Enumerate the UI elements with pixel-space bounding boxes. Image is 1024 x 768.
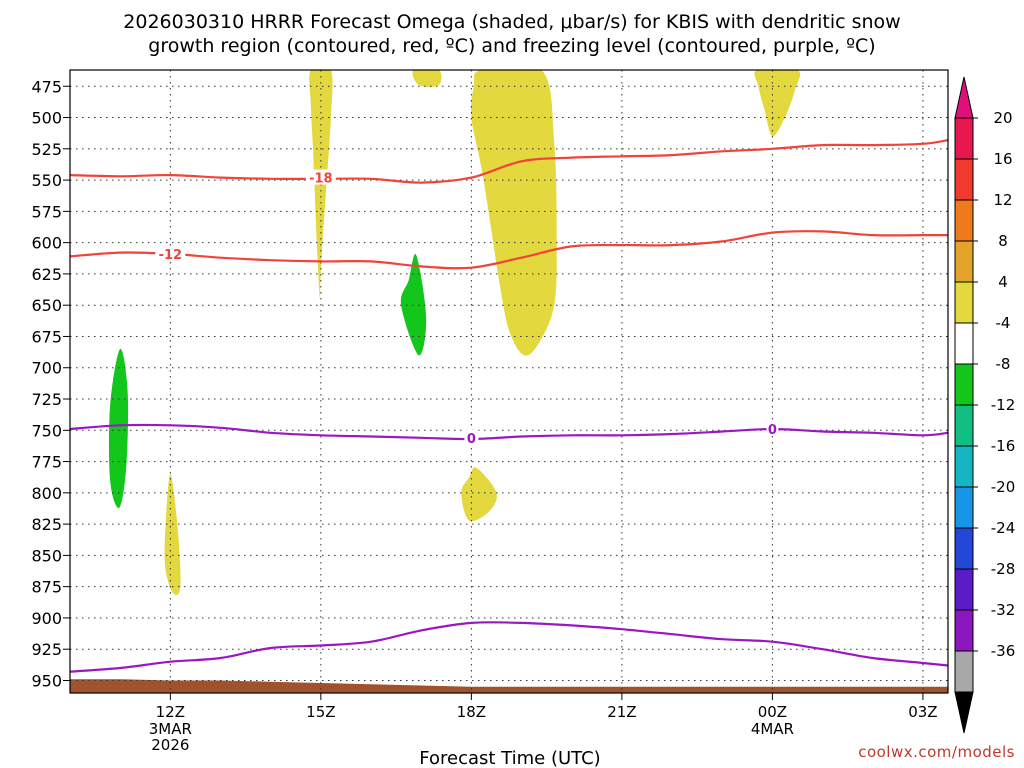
y-tick-label-525: 525 (31, 140, 62, 159)
omega-green-1645z (400, 254, 427, 356)
y-tick-label-675: 675 (31, 327, 62, 346)
colorbar-segment-11 (954, 568, 974, 611)
y-tick-label-925: 925 (31, 640, 62, 659)
colorbar-segment-7 (954, 404, 974, 447)
colorbar: 20 16 12 8 4 -4 -8 -12 -16 -20 -24 -28 -32 -36 (954, 76, 1016, 734)
y-tick-label-725: 725 (31, 390, 62, 409)
colorbar-label-20: 20 (993, 109, 1012, 127)
freezing-lower-line (70, 621, 948, 673)
y-tick-label-625: 625 (31, 265, 62, 284)
freezing-upper-label: 0 (467, 432, 476, 447)
dgz-minus12-label: -12 (159, 248, 183, 263)
y-tick-label-575: 575 (31, 202, 62, 221)
colorbar-top-arrow (954, 76, 974, 119)
y-tick-label-475: 475 (31, 77, 62, 96)
colorbar-label--36: -36 (991, 642, 1016, 660)
x-tick-label-12Z: 12Z (156, 703, 185, 721)
y-tick-label-850: 850 (31, 546, 62, 565)
axes: 475 500 525 550 575 600 625 650 675 700 725 750 775 8… (31, 69, 949, 754)
y-tick-label-900: 900 (31, 609, 62, 628)
y-tick-label-650: 650 (31, 296, 62, 315)
colorbar-label--20: -20 (991, 478, 1016, 496)
colorbar-segment-2 (954, 199, 974, 242)
colorbar-label--16: -16 (991, 437, 1016, 455)
omega-yellow-12z (164, 474, 181, 596)
freezing-upper-label-bg (464, 429, 479, 445)
omega-yellow-18z-lower (461, 467, 497, 522)
colorbar-segment-8 (954, 445, 974, 488)
colorbar-label-12: 12 (993, 191, 1012, 209)
plot-area: -18 -12 0 0 (70, 70, 948, 693)
colorbar-label--24: -24 (991, 519, 1016, 537)
omega-green-11z (108, 348, 129, 509)
x-tick-label-21Z: 21Z (607, 703, 636, 721)
colorbar-label--32: -32 (991, 601, 1016, 619)
colorbar-segment-12 (954, 609, 974, 652)
colorbar-segment-0 (954, 117, 974, 160)
colorbar-segment-13 (954, 650, 974, 693)
credit-text: coolwx.com/models (858, 743, 1015, 761)
plot-inner: -18 -12 0 0 (70, 70, 948, 693)
y-tick-label-950: 950 (31, 671, 62, 690)
chart-title-line-2: growth region (contoured, red, ºC) and f… (148, 35, 875, 57)
y-tick-label-700: 700 (31, 359, 62, 378)
dgz-minus12-label-bg (155, 245, 186, 261)
colorbar-label-4: 4 (998, 273, 1008, 291)
colorbar-label-16: 16 (993, 150, 1012, 168)
x-axis-title: Forecast Time (UTC) (419, 748, 600, 768)
omega-yellow-18z-upper (471, 70, 557, 356)
y-tick-label-500: 500 (31, 109, 62, 128)
x-tick-label-00Z: 00Z (758, 703, 787, 721)
y-tick-label-800: 800 (31, 484, 62, 503)
colorbar-segment-1 (954, 158, 974, 201)
freezing-upper-label-2-bg (766, 421, 779, 437)
x-tick-label-03Z: 03Z (908, 703, 937, 721)
colorbar-label--28: -28 (991, 560, 1016, 578)
plot-frame (69, 69, 949, 694)
colorbar-segment-9 (954, 486, 974, 529)
omega-yellow-00z (754, 70, 801, 137)
dgz-minus18-line (70, 139, 948, 184)
chart-title-line-1: 2026030310 HRRR Forecast Omega (shaded, … (123, 11, 900, 33)
colorbar-label--12: -12 (991, 396, 1016, 414)
dgz-minus18-label-bg (305, 169, 336, 185)
terrain-fill (70, 679, 948, 693)
dgz-minus18-label: -18 (309, 172, 333, 187)
freezing-upper-line (70, 423, 948, 441)
y-tick-label-750: 750 (31, 421, 62, 440)
colorbar-label-8: 8 (998, 232, 1008, 250)
colorbar-bottom-arrow (954, 691, 974, 734)
y-tick-label-775: 775 (31, 453, 62, 472)
colorbar-segment-4 (954, 281, 974, 324)
dgz-minus12-line (70, 230, 948, 270)
y-tick-label-875: 875 (31, 578, 62, 597)
x-date-label-2026: 2026 (151, 736, 189, 754)
y-tick-label-550: 550 (31, 171, 62, 190)
y-tick-label-600: 600 (31, 234, 62, 253)
x-date-label-4MAR: 4MAR (751, 720, 794, 738)
colorbar-label--8: -8 (996, 355, 1011, 373)
colorbar-segment-6 (954, 363, 974, 406)
colorbar-label--4: -4 (996, 314, 1011, 332)
colorbar-segment-5 (954, 322, 974, 365)
colorbar-segment-3 (954, 240, 974, 283)
x-date-label-3MAR: 3MAR (149, 720, 192, 738)
freezing-upper-label-2: 0 (768, 423, 777, 438)
x-tick-label-15Z: 15Z (306, 703, 335, 721)
omega-yellow-1645z (412, 70, 442, 87)
x-tick-label-18Z: 18Z (457, 703, 486, 721)
colorbar-segment-10 (954, 527, 974, 570)
y-tick-label-825: 825 (31, 515, 62, 534)
